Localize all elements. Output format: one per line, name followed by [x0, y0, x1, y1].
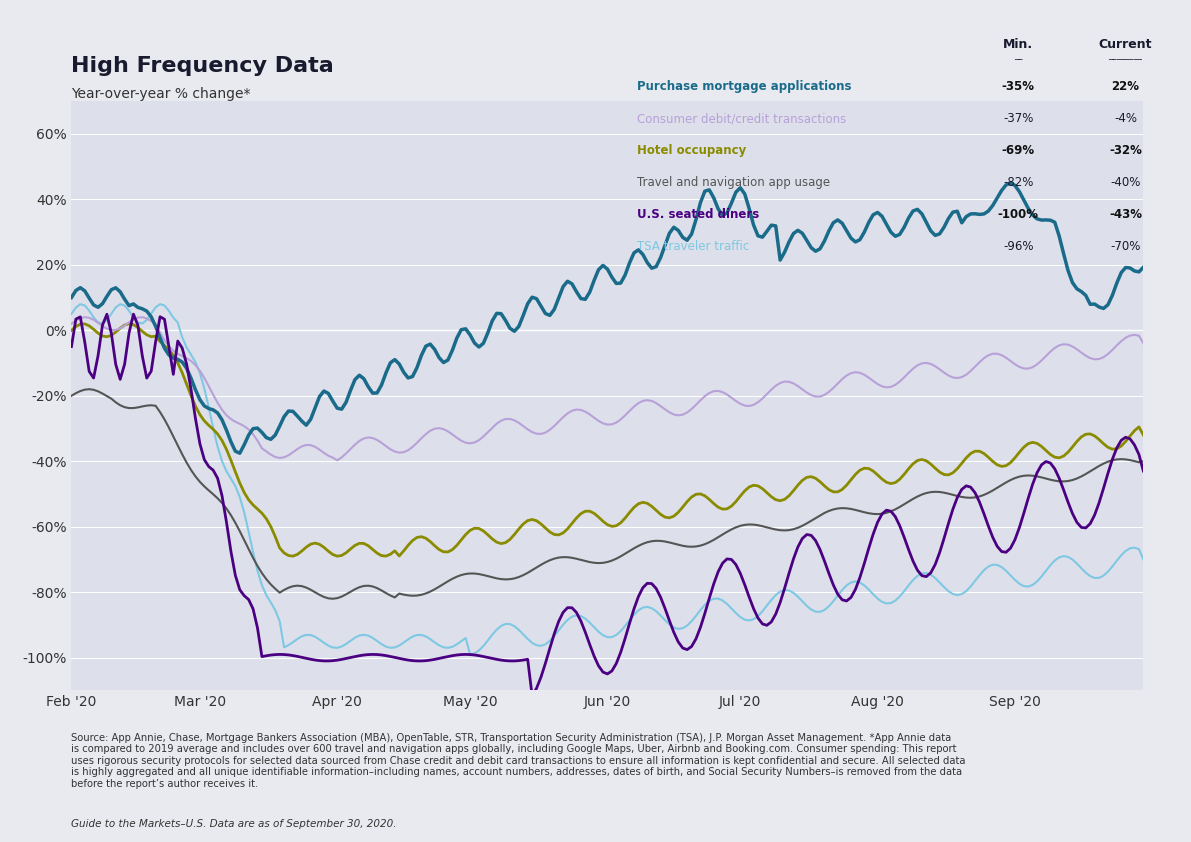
Text: Year-over-year % change*: Year-over-year % change* — [71, 87, 251, 101]
Text: Purchase mortgage applications: Purchase mortgage applications — [637, 80, 852, 93]
Text: Hotel occupancy: Hotel occupancy — [637, 144, 747, 157]
Text: Source: App Annie, Chase, Mortgage Bankers Association (MBA), OpenTable, STR, Tr: Source: App Annie, Chase, Mortgage Banke… — [71, 733, 966, 789]
Text: Travel and navigation app usage: Travel and navigation app usage — [637, 176, 830, 189]
Text: ________: ________ — [1109, 51, 1142, 61]
Text: Current: Current — [1099, 38, 1152, 51]
Text: -32%: -32% — [1109, 144, 1142, 157]
Text: -70%: -70% — [1110, 240, 1141, 253]
Text: High Frequency Data: High Frequency Data — [71, 56, 335, 76]
Text: -4%: -4% — [1114, 112, 1137, 125]
Text: -96%: -96% — [1003, 240, 1034, 253]
Text: -37%: -37% — [1003, 112, 1034, 125]
Text: __: __ — [1014, 51, 1023, 61]
Text: -43%: -43% — [1109, 208, 1142, 221]
Text: 22%: 22% — [1111, 80, 1140, 93]
Text: -100%: -100% — [998, 208, 1039, 221]
Text: -35%: -35% — [1002, 80, 1035, 93]
Text: Consumer debit/credit transactions: Consumer debit/credit transactions — [637, 112, 847, 125]
Text: TSA traveler traffic: TSA traveler traffic — [637, 240, 749, 253]
Text: Guide to the Markets–U.S. Data are as of September 30, 2020.: Guide to the Markets–U.S. Data are as of… — [71, 819, 397, 829]
Text: -40%: -40% — [1110, 176, 1141, 189]
Text: -82%: -82% — [1003, 176, 1034, 189]
Text: Min.: Min. — [1003, 38, 1034, 51]
Text: U.S. seated diners: U.S. seated diners — [637, 208, 760, 221]
Text: -69%: -69% — [1002, 144, 1035, 157]
